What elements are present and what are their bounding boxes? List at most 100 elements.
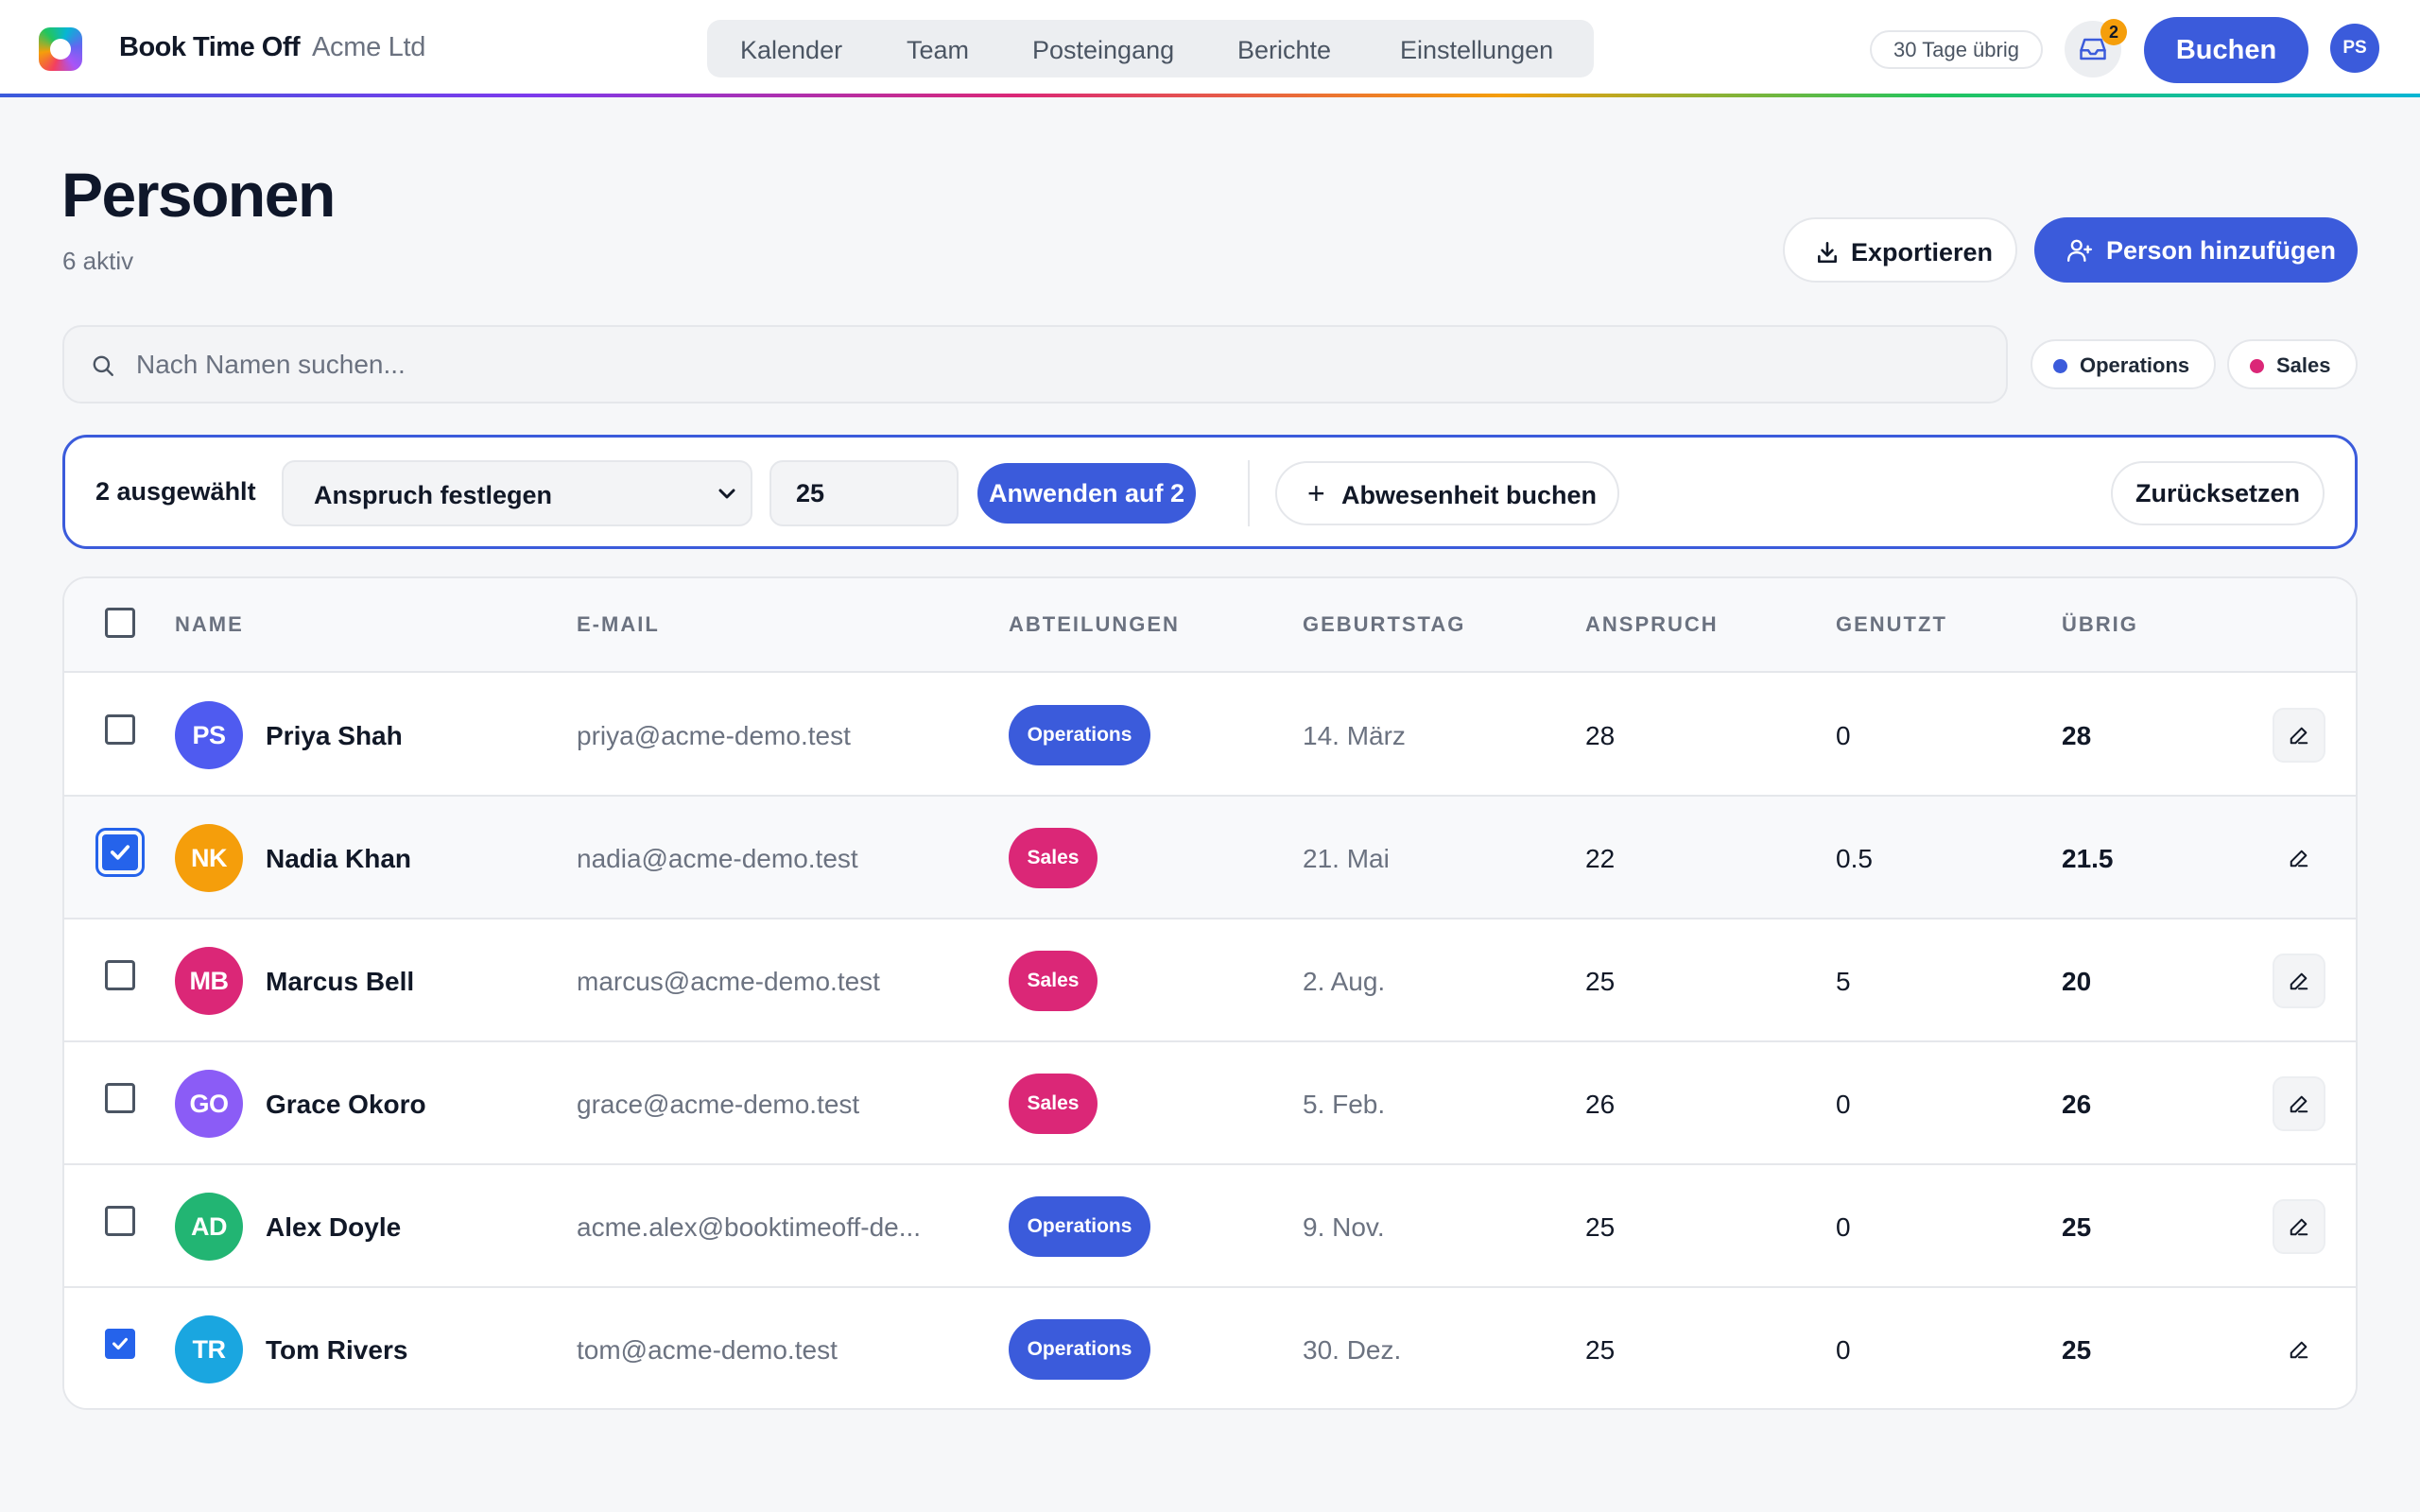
person-name[interactable]: Marcus Bell [266,967,415,996]
table-row[interactable]: TR Tom Rivers tom@acme-demo.test Operati… [64,1288,2356,1408]
edit-button[interactable] [2273,1076,2325,1131]
column-header-entitlement[interactable]: ANSPRUCH [1585,612,1719,636]
edit-button[interactable] [2273,831,2325,885]
bulk-action-selected-value: Anspruch festlegen [314,481,553,509]
used: 0 [1836,1335,1851,1365]
column-header-used[interactable]: GENUTZT [1836,612,1947,636]
person-name[interactable]: Grace Okoro [266,1090,426,1119]
filter-chip-sales[interactable]: Sales [2227,339,2358,389]
row-checkbox[interactable] [105,1083,135,1113]
birthday: 9. Nov. [1303,1212,1385,1242]
plus-icon: + [1307,476,1325,510]
table-row[interactable]: MB Marcus Bell marcus@acme-demo.test Sal… [64,919,2356,1042]
row-checkbox[interactable] [105,714,135,745]
person-name[interactable]: Tom Rivers [266,1335,408,1365]
column-header-departments[interactable]: ABTEILUNGEN [1009,612,1180,636]
search-input[interactable] [136,342,1932,387]
person-email: grace@acme-demo.test [577,1090,860,1119]
entitlement: 28 [1585,721,1616,750]
avatar: GO [175,1070,243,1138]
user-avatar[interactable]: PS [2330,24,2379,73]
pencil-icon [2290,1341,2308,1359]
top-navigation-bar: Book Time Off Acme Ltd Kalender Team Pos… [0,0,2420,94]
entitlement: 25 [1585,1335,1616,1365]
remaining: 25 [2062,1212,2092,1242]
nav-item-posteingang[interactable]: Posteingang [1032,36,1175,64]
reset-button[interactable]: Zurücksetzen [2111,461,2325,525]
entitlement: 22 [1585,844,1616,873]
used: 0 [1836,1212,1851,1242]
operations-color-dot [2053,359,2067,373]
person-name[interactable]: Nadia Khan [266,844,412,873]
remaining: 28 [2062,721,2092,750]
add-person-button[interactable]: Person hinzufügen [2034,217,2358,283]
avatar: TR [175,1315,243,1383]
row-checkbox[interactable] [105,1206,135,1236]
filter-chip-operations-label: Operations [2080,353,2190,377]
apply-bulk-button[interactable]: Anwenden auf 2 [977,463,1196,524]
filter-chip-operations[interactable]: Operations [2031,339,2216,389]
check-icon [112,1337,128,1350]
pencil-icon [2290,1218,2308,1236]
bulk-action-select[interactable]: Anspruch festlegen [282,460,752,526]
department-badge: Operations [1009,1319,1150,1380]
table-row[interactable]: NK Nadia Khan nadia@acme-demo.test Sales… [64,797,2356,919]
department-badge: Sales [1009,951,1098,1011]
nav-item-einstellungen[interactable]: Einstellungen [1400,36,1554,64]
entitlement: 26 [1585,1090,1616,1119]
person-email: tom@acme-demo.test [577,1335,838,1365]
column-header-name[interactable]: NAME [175,612,244,636]
nav-item-kalender[interactable]: Kalender [740,36,843,64]
row-checkbox[interactable] [105,960,135,990]
remaining: 21.5 [2062,844,2114,873]
avatar: NK [175,824,243,892]
table-row[interactable]: GO Grace Okoro grace@acme-demo.test Sale… [64,1042,2356,1165]
bulk-amount-input[interactable] [769,460,959,526]
edit-button[interactable] [2273,1322,2325,1377]
book-absence-label: Abwesenheit buchen [1341,481,1598,509]
nav-item-berichte[interactable]: Berichte [1237,36,1332,64]
entitlement: 25 [1585,967,1616,996]
chevron-down-icon [718,489,735,499]
page-title: Personen [61,160,336,230]
table-row[interactable]: PS Priya Shah priya@acme-demo.test Opera… [64,674,2356,797]
column-header-remaining[interactable]: ÜBRIG [2062,612,2138,636]
book-absence-button[interactable]: + Abwesenheit buchen [1275,461,1619,525]
book-button[interactable]: Buchen [2144,17,2308,83]
person-name[interactable]: Priya Shah [266,721,403,750]
birthday: 30. Dez. [1303,1335,1402,1365]
pencil-icon [2290,850,2308,868]
table-row[interactable]: AD Alex Doyle acme.alex@booktimeoff-de..… [64,1165,2356,1288]
bulk-divider [1248,460,1250,526]
active-count: 6 aktiv [62,247,134,275]
remaining: 20 [2062,967,2092,996]
person-email: marcus@acme-demo.test [577,967,880,996]
used: 0.5 [1836,844,1873,873]
remaining: 26 [2062,1090,2092,1119]
edit-button[interactable] [2273,708,2325,763]
row-checkbox[interactable] [105,1329,135,1359]
table-header: NAME E-MAIL ABTEILUNGEN GEBURTSTAG ANSPR… [64,578,2356,673]
edit-button[interactable] [2273,954,2325,1008]
export-button[interactable]: Exportieren [1783,217,2017,283]
check-icon [110,845,130,860]
nav-item-team[interactable]: Team [907,36,970,64]
column-header-email[interactable]: E-MAIL [577,612,660,636]
department-badge: Sales [1009,828,1098,888]
person-name[interactable]: Alex Doyle [266,1212,402,1242]
remaining: 25 [2062,1335,2092,1365]
department-badge: Sales [1009,1074,1098,1134]
column-header-birthday[interactable]: GEBURTSTAG [1303,612,1466,636]
select-all-checkbox[interactable] [105,608,135,638]
row-checkbox[interactable] [95,828,145,877]
person-email: priya@acme-demo.test [577,721,851,750]
app-logo-icon[interactable] [39,27,82,71]
department-badge: Operations [1009,1196,1150,1257]
used: 5 [1836,967,1851,996]
edit-button[interactable] [2273,1199,2325,1254]
pencil-icon [2290,972,2308,990]
add-person-button-label: Person hinzufügen [2106,236,2336,265]
download-icon [1818,241,1837,264]
entitlement: 25 [1585,1212,1616,1242]
birthday: 5. Feb. [1303,1090,1386,1119]
